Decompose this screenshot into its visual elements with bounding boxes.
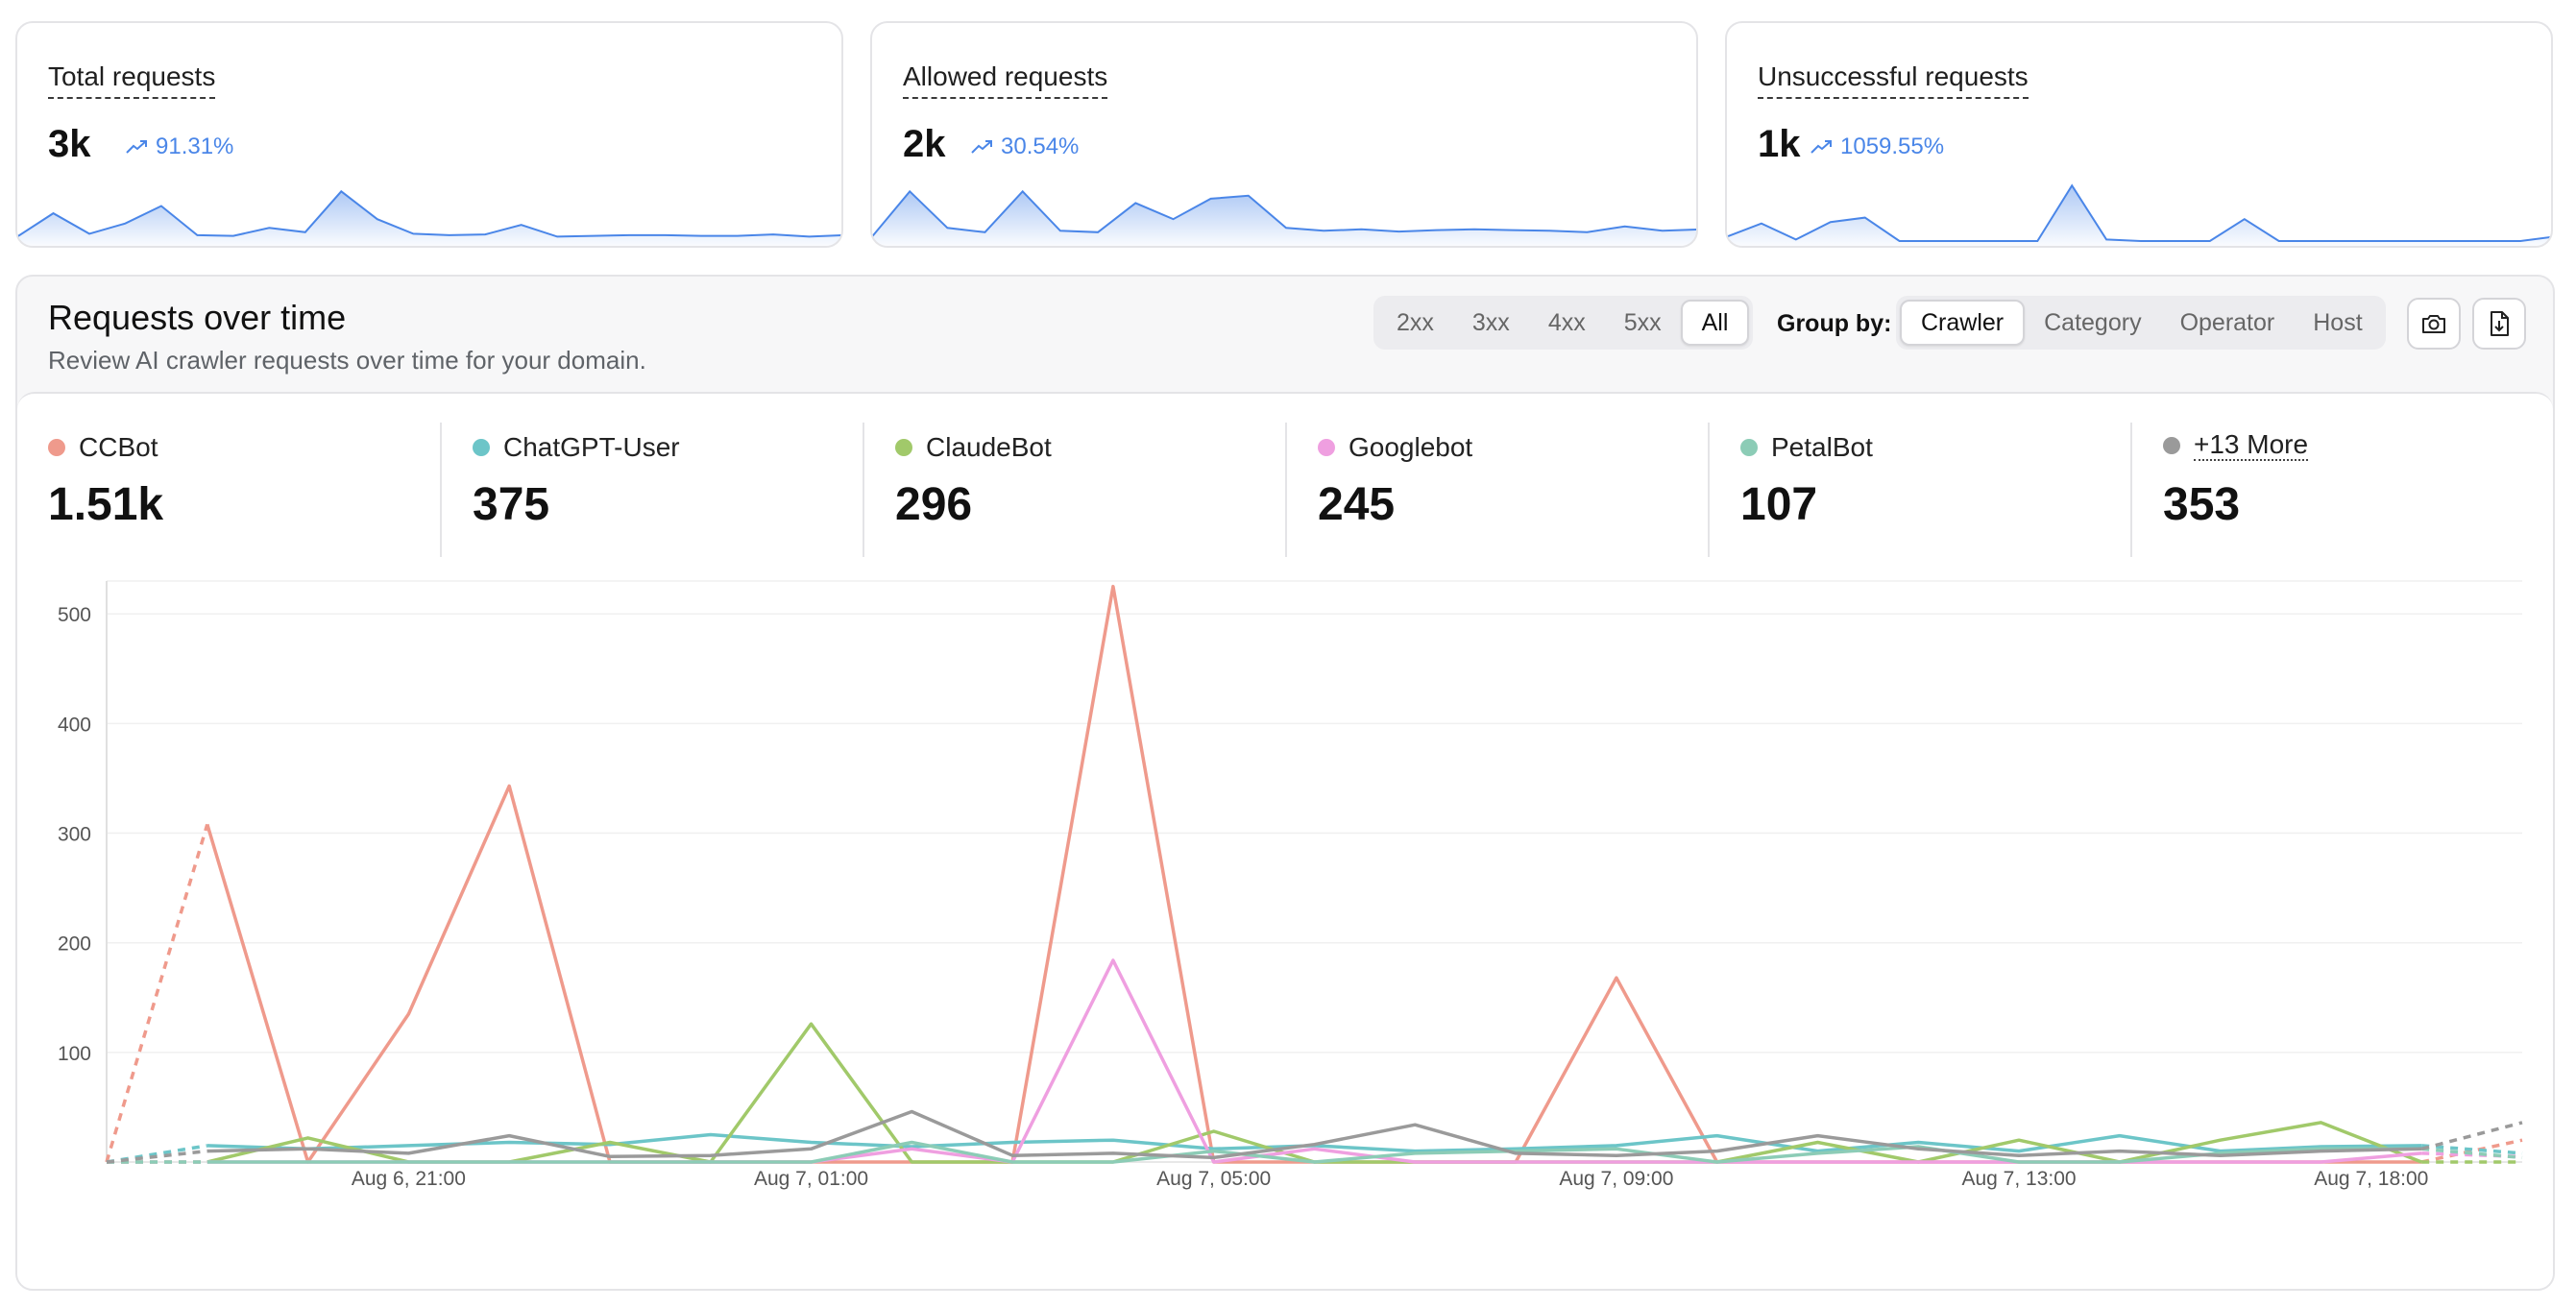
group-option-category[interactable]: Category [2044,309,2142,336]
sparkline-line [1727,183,2551,242]
legend-label: CCBot [79,432,158,462]
status-option-4xx[interactable]: 4xx [1547,309,1586,336]
card-change-value: 1059.55% [1840,133,1945,159]
series-line-dashed [2421,1144,2523,1155]
x-tick-label: Aug 7, 01:00 [754,1168,868,1190]
series--13-more [106,1109,2523,1164]
x-tick-label: Aug 6, 21:00 [352,1168,466,1190]
legend-item-more[interactable]: +13 More 353 [2130,423,2553,557]
panel-title: Requests over time [48,298,347,337]
legend-item-ccbot[interactable]: CCBot 1.51k [17,423,440,557]
legend-item-chatgpt-user[interactable]: ChatGPT-User 375 [440,423,863,557]
status-option-5xx[interactable]: 5xx [1623,309,1662,336]
group-by-label: Group by: [1777,310,1892,337]
legend-item-petalbot[interactable]: PetalBot 107 [1708,423,2130,557]
series-dot [1740,439,1758,456]
legend-value: 353 [2163,479,2241,530]
requests-line-chart: 100 200 300 400 500 Aug 6, 21:00 Aug 7, 01:00 A… [58,580,2523,1190]
legend-item-googlebot[interactable]: Googlebot 245 [1285,423,1708,557]
sparkline [17,189,841,246]
y-tick-label: 400 [58,714,91,736]
legend-value: 375 [473,479,550,530]
trend-up-icon [126,140,147,154]
card-change: 91.31% [125,133,233,161]
legend-value: 245 [1318,479,1396,530]
legend-value: 107 [1740,479,1818,530]
status-option-3xx[interactable]: 3xx [1471,309,1510,336]
series-line-dashed [2420,1121,2523,1151]
card-change: 30.54% [970,133,1079,161]
status-option-all[interactable]: All [1680,300,1750,346]
legend-value: 1.51k [48,479,164,530]
requests-over-time-panel: Requests over time Review AI crawler req… [15,275,2555,1291]
y-tick-label: 200 [58,933,91,956]
sparkline-line [872,189,1696,238]
x-tick-label: Aug 7, 05:00 [1156,1168,1271,1190]
series-dot [48,439,65,456]
card-title[interactable]: Allowed requests [903,60,1108,99]
series-line-dashed [2421,1147,2523,1160]
panel-subtitle: Review AI crawler requests over time for… [48,346,646,375]
x-tick-label: Aug 7, 09:00 [1559,1168,1673,1190]
series-line [206,584,2422,1164]
file-download-icon [2491,311,2509,336]
legend-label: PetalBot [1771,432,1873,462]
more-crawlers-link[interactable]: +13 More [2194,429,2309,461]
trend-up-icon [971,140,992,154]
trend-up-icon [1810,140,1832,154]
card-change: 1059.55% [1810,133,1944,161]
series-line [207,1109,2422,1160]
series-ccbot [105,584,2523,1164]
legend-label: ChatGPT-User [503,432,680,462]
legend-label: ClaudeBot [926,432,1052,462]
group-option-operator[interactable]: Operator [2179,309,2275,336]
series-dot [1318,439,1335,456]
status-filter: 2xx 3xx 4xx 5xx All [1373,296,1754,350]
series-line-dashed [2420,1138,2523,1164]
legend-item-claudebot[interactable]: ClaudeBot 296 [863,423,1285,557]
card-title[interactable]: Total requests [48,60,216,99]
total-requests-card: Total requests 3k 91.31% [15,21,843,248]
series-dot [895,439,912,456]
series-line-dashed [106,1149,207,1164]
y-tick-label: 300 [58,824,91,846]
unsuccessful-requests-card: Unsuccessful requests 1k 1059.55% [1725,21,2553,248]
sparkline-area [872,191,1696,246]
y-tick-label: 100 [58,1043,91,1065]
group-option-crawler[interactable]: Crawler [1900,300,2026,346]
series-line [207,958,2422,1164]
allowed-requests-card: Allowed requests 2k 30.54% [870,21,1698,248]
series-line [207,1140,2422,1164]
group-option-host[interactable]: Host [2313,309,2363,336]
group-by-selector: Crawler Category Operator Host [1896,296,2386,350]
series-dot [473,439,490,456]
sparkline [872,189,1696,246]
legend-value: 296 [895,479,973,530]
card-change-value: 30.54% [1001,133,1080,159]
series-line-dashed [105,823,209,1163]
x-tick-label: Aug 7, 13:00 [1961,1168,2076,1190]
sparkline-area [1727,185,2551,246]
card-value: 2k [903,123,946,165]
series-googlebot [107,958,2523,1164]
x-tick-label: Aug 7, 18:00 [2314,1168,2428,1190]
legend-label: Googlebot [1349,432,1473,462]
screenshot-button[interactable] [2407,298,2461,350]
y-tick-label: 500 [58,604,91,626]
camera-icon [2422,315,2445,333]
sparkline-area [17,191,841,246]
card-title[interactable]: Unsuccessful requests [1758,60,2029,99]
chart-area: CCBot 1.51k ChatGPT-User 375 ClaudeBot 2… [17,392,2553,1289]
sparkline-line [17,189,841,238]
download-button[interactable] [2472,298,2526,350]
series-dot [2163,437,2180,454]
card-value: 1k [1758,123,1801,165]
series-petalbot [107,1140,2523,1164]
card-change-value: 91.31% [156,133,234,159]
status-option-2xx[interactable]: 2xx [1397,309,1434,336]
card-value: 3k [48,123,91,165]
sparkline [1727,183,2551,246]
